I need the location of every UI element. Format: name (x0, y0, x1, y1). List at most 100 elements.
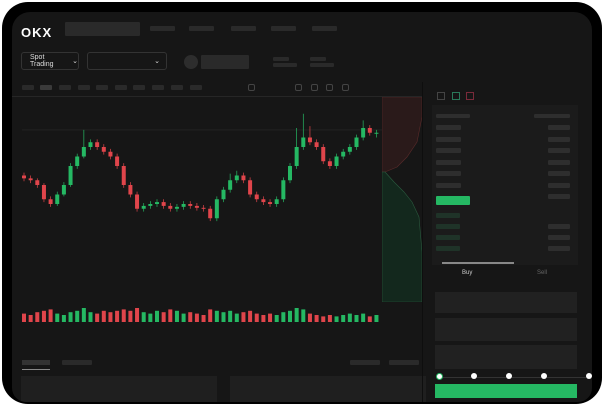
settings-icon[interactable] (326, 84, 333, 91)
candle-body (314, 142, 319, 147)
last-price (436, 196, 470, 205)
nav-item[interactable] (312, 26, 337, 31)
filter-button[interactable] (389, 360, 419, 365)
tab-open-orders[interactable] (22, 360, 50, 365)
nav-item[interactable] (150, 26, 175, 31)
stat-label (310, 57, 326, 61)
indicator-icon[interactable] (248, 84, 255, 91)
volume-bar (141, 312, 146, 322)
candle-body (121, 166, 126, 185)
candle-body (108, 151, 113, 157)
nav-item[interactable] (271, 26, 296, 31)
candle-body (81, 147, 86, 157)
ask-price (436, 160, 461, 165)
nav-item[interactable] (231, 26, 256, 31)
candle-body (141, 205, 146, 209)
fullscreen-icon[interactable] (342, 84, 349, 91)
tab-history[interactable] (62, 360, 92, 365)
pair-selector[interactable]: ⌄ (87, 52, 167, 70)
total-input[interactable] (435, 345, 577, 369)
volume-bar (268, 313, 273, 322)
slider-stop-100[interactable] (586, 373, 592, 379)
volume-bar (327, 315, 332, 322)
timeframe-button[interactable] (22, 85, 34, 90)
volume-bar (121, 309, 126, 322)
search-bar[interactable] (65, 22, 140, 36)
volume-bar (254, 313, 259, 322)
buy-button[interactable] (435, 384, 577, 398)
volume-bar (115, 310, 120, 322)
candle-body (228, 180, 233, 190)
timeframe-button[interactable] (78, 85, 90, 90)
candle-body (234, 175, 239, 181)
filter-button[interactable] (350, 360, 380, 365)
percent-slider[interactable] (438, 377, 588, 378)
divider (422, 82, 423, 402)
ruler-icon[interactable] (295, 84, 302, 91)
candle-body (88, 142, 93, 147)
candle-body (41, 185, 46, 200)
orderbook-bids-icon[interactable] (452, 92, 460, 100)
tab-sell[interactable]: Sell (537, 270, 548, 276)
timeframe-button[interactable] (96, 85, 108, 90)
timeframe-button[interactable] (133, 85, 145, 90)
camera-icon[interactable] (311, 84, 318, 91)
amount-input[interactable] (435, 318, 577, 341)
column-header (436, 114, 470, 118)
candle-body (68, 166, 73, 185)
volume-bar (168, 309, 173, 322)
timeframe-button[interactable] (152, 85, 164, 90)
candle-body (201, 207, 206, 209)
timeframe-button[interactable] (115, 85, 127, 90)
slider-stop-75[interactable] (541, 373, 547, 379)
ask-amount (548, 160, 570, 165)
app-screen: OKX Spot Trading ⌄ ⌄ Buy Sell (12, 12, 592, 402)
column-header (534, 114, 570, 118)
orderbook-asks-icon[interactable] (466, 92, 474, 100)
timeframe-button[interactable] (190, 85, 202, 90)
timeframe-button[interactable] (40, 85, 52, 90)
volume-bar (334, 316, 339, 322)
chevron-down-icon: ⌄ (72, 58, 78, 65)
volume-bar (35, 312, 40, 322)
volume-bar (22, 313, 26, 322)
ask-amount (548, 194, 570, 199)
volume-bar (347, 313, 352, 322)
volume-bar (128, 310, 133, 322)
ask-amount (548, 171, 570, 176)
candle-body (28, 178, 33, 181)
volume-bar (354, 315, 359, 322)
price-input[interactable] (435, 292, 577, 313)
candle-body (241, 175, 246, 181)
candle-body (101, 147, 106, 152)
tab-buy[interactable]: Buy (462, 270, 473, 276)
volume-bar (208, 309, 213, 322)
candle-body (321, 147, 326, 162)
slider-stop-25[interactable] (471, 373, 477, 379)
volume-bar (228, 310, 233, 322)
volume-bar (161, 312, 166, 322)
market-selector[interactable]: Spot Trading ⌄ (21, 52, 79, 70)
slider-stop-50[interactable] (506, 373, 512, 379)
candlestick-chart[interactable] (12, 97, 422, 337)
volume-bar (101, 310, 106, 322)
volume-bar (48, 309, 53, 322)
timeframe-button[interactable] (171, 85, 183, 90)
volume-bar (135, 308, 140, 322)
timeframe-button[interactable] (59, 85, 71, 90)
candle-body (281, 180, 286, 200)
slider-handle[interactable] (436, 373, 443, 380)
volume-bar (241, 312, 246, 322)
bid-price (436, 224, 460, 229)
volume-bar (61, 315, 66, 322)
nav-item[interactable] (189, 26, 214, 31)
active-tab-indicator (442, 262, 514, 264)
ask-price (436, 125, 461, 130)
volume-bar (288, 310, 292, 322)
candle-body (128, 185, 133, 195)
orderbook-both-icon[interactable] (437, 92, 445, 100)
volume-bar (341, 315, 346, 322)
volume-bar (88, 312, 93, 322)
ask-amount (548, 148, 570, 153)
